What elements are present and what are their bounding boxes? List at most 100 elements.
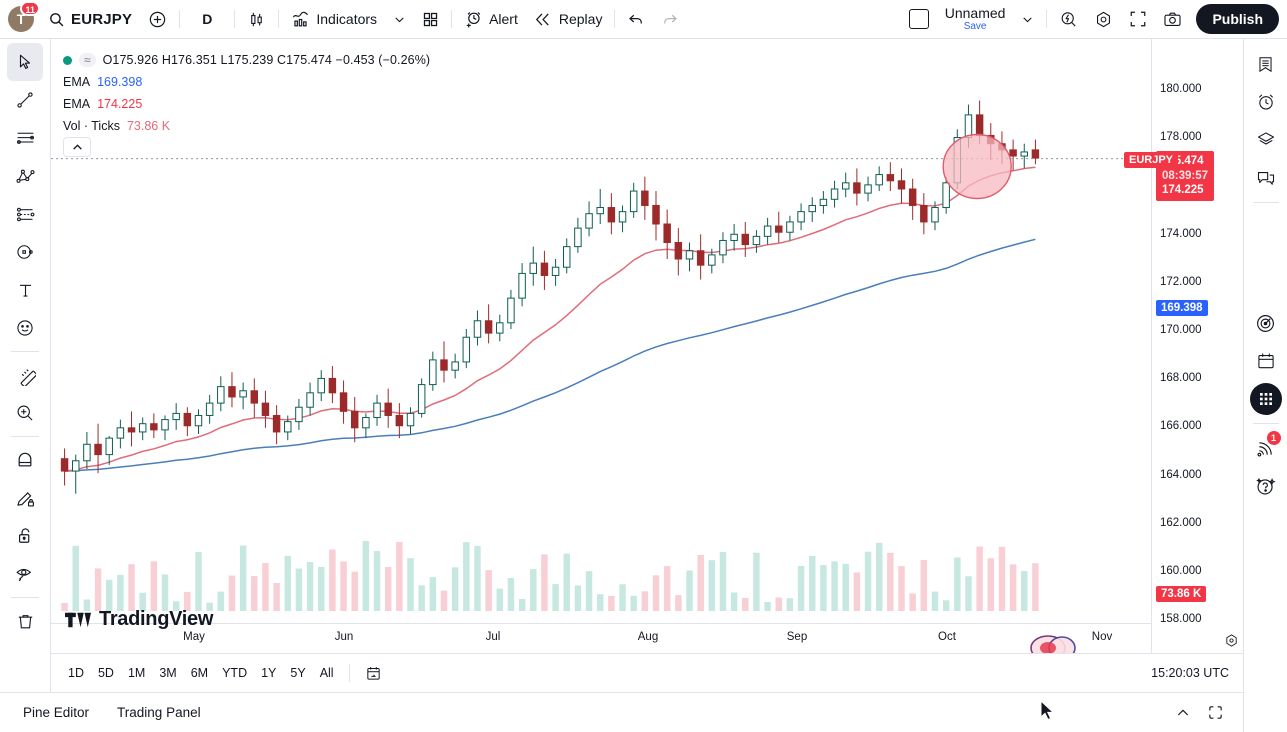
zoom-tool[interactable]: [7, 394, 43, 432]
alert-label: Alert: [489, 11, 518, 27]
range-all[interactable]: All: [319, 666, 334, 680]
hide-drawings-tool[interactable]: [7, 555, 43, 593]
right-sidebar: 1: [1243, 39, 1287, 732]
divider: [11, 351, 39, 352]
ema-blue-price-tag[interactable]: 169.398: [1156, 300, 1208, 316]
chart-settings-button[interactable]: [1086, 5, 1121, 33]
time-tick: Sep: [786, 631, 808, 643]
remove-drawings-tool[interactable]: [7, 602, 43, 640]
alerts-panel-button[interactable]: [1249, 83, 1283, 121]
undo-button[interactable]: [619, 5, 653, 33]
legend-ema-fast-row[interactable]: EMA 169.398: [63, 71, 430, 93]
snapshot-button[interactable]: [1155, 5, 1190, 33]
candlestick-series: [60, 100, 1040, 494]
timezone-gear-icon[interactable]: [1219, 628, 1243, 652]
drawing-mode-tool[interactable]: [7, 479, 43, 517]
volume-price-tag[interactable]: 73.86 K: [1156, 586, 1207, 602]
quick-search-button[interactable]: [1051, 5, 1086, 33]
gear-hex-icon: [1094, 10, 1113, 29]
text-tool[interactable]: [7, 271, 43, 309]
measure-tool[interactable]: [7, 356, 43, 394]
replay-label: Replay: [558, 11, 603, 27]
watchlist-panel-button[interactable]: [1249, 45, 1283, 83]
chart-plot-area[interactable]: [51, 39, 1151, 653]
fullscreen-button[interactable]: [1121, 5, 1155, 33]
help-panel-button[interactable]: [1249, 467, 1283, 505]
templates-button[interactable]: [414, 5, 447, 33]
layout-name-label: Unnamed: [944, 4, 1006, 21]
interval-button[interactable]: D: [184, 5, 230, 33]
trend-line-tool[interactable]: [7, 81, 43, 119]
ruler-icon: [15, 365, 36, 386]
divider: [1046, 10, 1048, 28]
price-tick: 164.000: [1160, 469, 1202, 481]
add-symbol-button[interactable]: [140, 5, 175, 33]
notification-badge: 11: [20, 1, 40, 16]
divider: [11, 436, 39, 437]
lock-drawings-tool[interactable]: [7, 517, 43, 555]
maximize-panel-button[interactable]: [1201, 700, 1229, 726]
fib-retracement-tool[interactable]: [7, 119, 43, 157]
range-6m[interactable]: 6M: [190, 666, 209, 680]
chart-canvas[interactable]: ≈ O175.926 H176.351 L175.239 C175.474 −0…: [51, 39, 1151, 653]
range-selector-bar: 1D 5D 1M 3M 6M YTD 1Y 5Y All 15:20:03 UT…: [51, 653, 1243, 692]
price-axis[interactable]: 180.000 178.000 176.000 174.000 172.000 …: [1151, 39, 1243, 692]
layout-menu-chevron[interactable]: [1013, 5, 1042, 33]
text-tool-icon: [16, 281, 35, 300]
collapse-pane-button[interactable]: [63, 137, 91, 157]
cursor-tool[interactable]: [7, 43, 43, 81]
data-window-panel-button[interactable]: [1249, 121, 1283, 159]
redo-button[interactable]: [653, 5, 687, 33]
expand-panel-button[interactable]: [1169, 700, 1197, 726]
grid-apps-icon: [1249, 383, 1282, 415]
range-ytd[interactable]: YTD: [222, 666, 248, 680]
calendar-panel-button[interactable]: [1249, 342, 1283, 380]
range-3m[interactable]: 3M: [159, 666, 177, 680]
tab-trading-panel[interactable]: Trading Panel: [117, 705, 201, 720]
publish-button[interactable]: Publish: [1196, 4, 1279, 34]
prediction-tool[interactable]: [7, 195, 43, 233]
emoji-tool[interactable]: [7, 309, 43, 347]
indicators-button[interactable]: Indicators: [283, 5, 385, 33]
legend-main-row[interactable]: ≈ O175.926 H176.351 L175.239 C175.474 −0…: [63, 49, 430, 71]
symbol-price-tag[interactable]: EURJPY: [1124, 152, 1179, 168]
stock-screener-button[interactable]: [1249, 304, 1283, 342]
indicators-dropdown[interactable]: [385, 5, 414, 33]
range-5y[interactable]: 5Y: [290, 666, 306, 680]
ema-slow-line: [64, 238, 1036, 472]
pattern-tool[interactable]: [7, 157, 43, 195]
circle-shape-icon: [15, 242, 35, 262]
range-1m[interactable]: 1M: [127, 666, 146, 680]
replay-button[interactable]: Replay: [526, 5, 611, 33]
question-sparkle-icon: [1255, 476, 1276, 497]
shapes-tool[interactable]: [7, 233, 43, 271]
ideas-panel-button[interactable]: [1249, 159, 1283, 197]
chat-stream-panel-button[interactable]: 1: [1249, 429, 1283, 467]
legend-ema-slow-row[interactable]: EMA 174.225: [63, 93, 430, 115]
indicators-chart-icon: [291, 10, 310, 29]
avatar-initial: T: [16, 11, 26, 27]
goto-date-button[interactable]: [358, 662, 389, 685]
chart-layout-button[interactable]: [901, 5, 937, 33]
chart-legend: ≈ O175.926 H176.351 L175.239 C175.474 −0…: [63, 49, 430, 137]
time-axis[interactable]: May Jun Jul Aug Sep Oct Nov: [51, 623, 1237, 653]
alert-button[interactable]: Alert: [456, 5, 526, 33]
range-1y[interactable]: 1Y: [261, 666, 277, 680]
range-1d[interactable]: 1D: [68, 666, 84, 680]
range-5d[interactable]: 5D: [97, 666, 114, 680]
layout-name-button[interactable]: Unnamed Save: [937, 5, 1014, 33]
magnet-tool[interactable]: [7, 441, 43, 479]
chevron-down-icon: [1021, 13, 1034, 26]
legend-volume-row[interactable]: Vol · Ticks 73.86 K: [63, 115, 430, 137]
symbol-search[interactable]: EURJPY: [40, 5, 140, 33]
divider: [234, 10, 236, 28]
divider: [278, 10, 280, 28]
legend-volume-value: 73.86 K: [126, 119, 171, 133]
tab-pine-editor[interactable]: Pine Editor: [23, 705, 90, 720]
smiley-icon: [15, 318, 35, 338]
apps-panel-button[interactable]: [1249, 380, 1283, 418]
price-tick: 160.000: [1160, 565, 1202, 577]
user-avatar[interactable]: T 11: [8, 1, 40, 32]
trend-line-icon: [15, 90, 35, 110]
chart-style-button[interactable]: [239, 5, 274, 33]
